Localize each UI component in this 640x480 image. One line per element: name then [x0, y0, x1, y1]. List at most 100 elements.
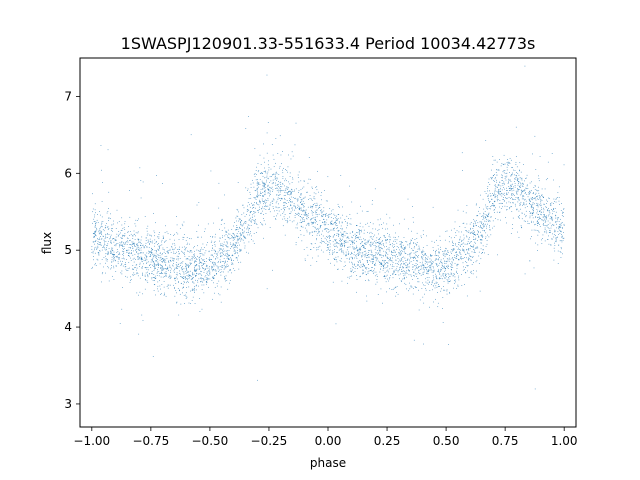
data-point: [401, 245, 402, 247]
data-point: [185, 273, 187, 274]
data-point: [188, 238, 190, 239]
data-point: [195, 279, 196, 281]
data-point: [388, 235, 390, 237]
data-point: [101, 221, 103, 223]
data-point: [239, 248, 241, 250]
data-point: [177, 233, 179, 235]
data-point: [221, 245, 223, 247]
data-point: [327, 200, 328, 202]
data-point: [221, 255, 223, 257]
data-point: [454, 257, 456, 258]
data-point: [521, 185, 523, 187]
data-point: [436, 255, 438, 256]
data-point: [461, 239, 463, 241]
data-point: [338, 214, 340, 215]
data-point: [304, 196, 306, 198]
data-point: [191, 278, 193, 280]
data-point: [336, 242, 338, 243]
data-point: [184, 303, 185, 304]
data-point: [476, 276, 478, 278]
data-point: [365, 254, 366, 256]
data-point: [371, 252, 373, 253]
data-point: [393, 271, 394, 273]
data-point: [517, 231, 518, 233]
data-point: [423, 233, 424, 235]
data-point: [184, 277, 186, 279]
data-point: [432, 289, 433, 291]
data-point: [153, 262, 155, 264]
data-point: [371, 269, 372, 271]
data-point: [150, 251, 151, 253]
data-point: [356, 247, 357, 249]
data-point: [475, 221, 476, 223]
data-point: [244, 245, 246, 247]
data-point: [131, 241, 133, 243]
data-point: [126, 276, 128, 278]
data-point: [485, 223, 486, 225]
data-point: [216, 285, 218, 287]
data-point: [96, 249, 98, 250]
data-point: [476, 234, 478, 235]
data-point: [489, 225, 490, 226]
data-point: [138, 247, 140, 249]
data-point: [283, 202, 285, 204]
data-point: [237, 238, 239, 240]
data-point: [125, 262, 126, 264]
data-point: [261, 180, 263, 182]
data-point: [366, 300, 368, 302]
data-point: [510, 179, 511, 181]
data-point: [230, 243, 232, 245]
data-point: [467, 251, 468, 253]
data-point: [530, 212, 532, 214]
data-point: [373, 245, 375, 246]
data-point: [201, 308, 203, 310]
data-point: [380, 218, 381, 220]
data-point: [217, 254, 218, 256]
data-point: [437, 286, 439, 287]
data-point: [342, 244, 344, 246]
data-point: [145, 260, 146, 261]
data-point: [456, 257, 458, 259]
data-point: [185, 267, 187, 269]
data-point: [385, 251, 386, 253]
data-point: [364, 239, 366, 241]
data-point: [278, 195, 279, 196]
data-point: [155, 260, 157, 262]
data-point: [324, 214, 326, 215]
data-point: [486, 240, 488, 241]
data-point: [126, 270, 128, 271]
data-point: [479, 227, 481, 228]
data-point: [365, 242, 367, 244]
data-point: [429, 265, 431, 266]
data-point: [131, 246, 133, 247]
data-point: [455, 251, 457, 253]
data-point: [508, 201, 510, 203]
data-point: [95, 212, 96, 214]
data-point: [437, 271, 439, 272]
data-point: [128, 226, 129, 227]
data-point: [357, 264, 358, 266]
data-point: [236, 229, 238, 231]
data-point: [340, 258, 342, 260]
data-point: [128, 254, 130, 256]
data-point: [523, 164, 524, 165]
data-point: [488, 214, 489, 216]
data-point: [118, 231, 120, 232]
data-point: [129, 235, 131, 236]
data-point: [206, 281, 207, 283]
data-point: [460, 249, 461, 251]
data-point: [452, 243, 454, 244]
data-point: [539, 197, 541, 199]
data-point: [206, 277, 208, 278]
data-point: [296, 213, 297, 215]
data-point: [244, 215, 246, 217]
data-point: [238, 219, 240, 221]
data-point: [158, 275, 160, 277]
data-point: [426, 277, 428, 278]
data-point: [406, 241, 408, 243]
data-point: [331, 252, 333, 254]
data-point: [435, 283, 437, 284]
data-point: [224, 239, 226, 240]
data-point: [157, 254, 159, 255]
data-point: [372, 259, 374, 260]
